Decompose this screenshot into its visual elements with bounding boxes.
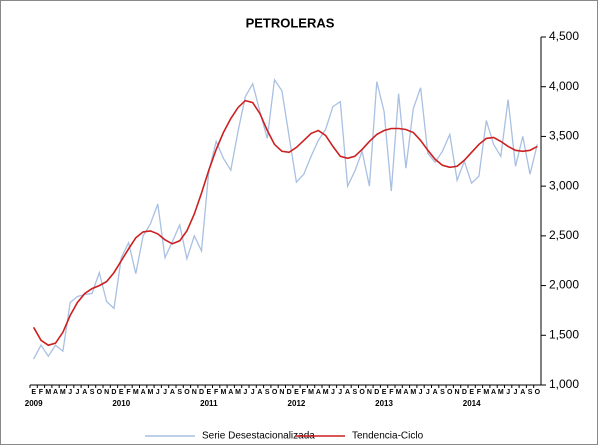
x-tick-label: S	[440, 389, 445, 396]
x-tick-label: F	[302, 389, 307, 396]
y-tick-label: 2,500	[549, 228, 579, 242]
x-tick-label: E	[119, 389, 124, 396]
x-tick-label: O	[447, 389, 453, 396]
x-tick-label: O	[272, 389, 278, 396]
year-label: 2013	[375, 399, 393, 408]
x-tick-label: E	[382, 389, 387, 396]
x-tick-label: M	[308, 389, 314, 396]
x-tick-label: O	[184, 389, 190, 396]
x-tick-label: O	[97, 389, 103, 396]
x-tick-label: A	[257, 389, 262, 396]
x-tick-label: O	[359, 389, 365, 396]
x-tick-label: J	[75, 389, 79, 396]
x-tick-label: J	[426, 389, 430, 396]
y-tick-label: 4,500	[549, 29, 579, 43]
x-tick-label: M	[235, 389, 241, 396]
x-tick-label: J	[251, 389, 255, 396]
legend-label: Serie Desestacionalizada	[202, 431, 315, 442]
x-tick-label: F	[389, 389, 394, 396]
x-tick-label: M	[45, 389, 51, 396]
x-tick-label: E	[207, 389, 212, 396]
x-tick-label: J	[338, 389, 342, 396]
y-tick-label: 3,000	[549, 178, 579, 192]
x-tick-label: A	[345, 389, 350, 396]
x-tick-label: N	[104, 389, 109, 396]
x-tick-label: J	[243, 389, 247, 396]
x-tick-label: J	[163, 389, 167, 396]
x-tick-label: M	[221, 389, 227, 396]
y-tick-label: 1,000	[549, 377, 579, 391]
x-tick-label: J	[156, 389, 160, 396]
x-tick-label: F	[214, 389, 219, 396]
x-tick-label: D	[374, 389, 379, 396]
x-tick-label: M	[133, 389, 139, 396]
series-line	[32, 99, 538, 347]
x-tick-label: M	[323, 389, 329, 396]
year-label: 2012	[288, 399, 306, 408]
legend-label: Tendencia-Ciclo	[352, 431, 424, 442]
x-tick-label: S	[177, 389, 182, 396]
x-tick-label: J	[513, 389, 517, 396]
x-tick-label: S	[90, 389, 95, 396]
x-tick-label: F	[39, 389, 44, 396]
x-tick-label: A	[170, 389, 175, 396]
x-tick-label: D	[287, 389, 292, 396]
x-tick-label: E	[294, 389, 299, 396]
x-tick-label: A	[520, 389, 525, 396]
x-tick-label: N	[192, 389, 197, 396]
x-tick-label: O	[535, 389, 541, 396]
x-tick-label: D	[462, 389, 467, 396]
x-tick-label: S	[265, 389, 270, 396]
series-line	[33, 78, 538, 360]
x-tick-label: A	[403, 389, 408, 396]
y-tick-label: 3,500	[549, 129, 579, 143]
x-tick-label: E	[31, 389, 36, 396]
x-tick-label: A	[141, 389, 146, 396]
year-label: 2010	[112, 399, 130, 408]
x-tick-label: A	[228, 389, 233, 396]
x-tick-label: A	[433, 389, 438, 396]
x-tick-label: A	[316, 389, 321, 396]
x-tick-label: N	[367, 389, 372, 396]
x-tick-label: D	[199, 389, 204, 396]
x-tick-label: F	[126, 389, 131, 396]
x-tick-label: S	[528, 389, 533, 396]
x-tick-label: A	[82, 389, 87, 396]
x-tick-label: N	[455, 389, 460, 396]
x-tick-label: J	[419, 389, 423, 396]
x-tick-label: M	[60, 389, 66, 396]
chart-title: PETROLERAS	[246, 15, 335, 30]
x-tick-label: D	[111, 389, 116, 396]
year-label: 2011	[200, 399, 218, 408]
y-tick-label: 4,000	[549, 79, 579, 93]
x-tick-label: J	[68, 389, 72, 396]
y-tick-label: 1,500	[549, 327, 579, 341]
y-tick-label: 2,000	[549, 278, 579, 292]
year-label: 2009	[25, 399, 43, 408]
x-tick-label: S	[353, 389, 358, 396]
x-tick-label: N	[279, 389, 284, 396]
x-tick-label: J	[506, 389, 510, 396]
x-tick-label: A	[53, 389, 58, 396]
x-tick-label: A	[491, 389, 496, 396]
x-tick-label: F	[477, 389, 482, 396]
year-label: 2014	[463, 399, 481, 408]
x-tick-label: E	[469, 389, 474, 396]
x-tick-label: M	[498, 389, 504, 396]
x-tick-label: M	[148, 389, 154, 396]
x-tick-label: M	[483, 389, 489, 396]
x-tick-label: M	[396, 389, 402, 396]
x-tick-label: J	[331, 389, 335, 396]
x-tick-label: M	[410, 389, 416, 396]
